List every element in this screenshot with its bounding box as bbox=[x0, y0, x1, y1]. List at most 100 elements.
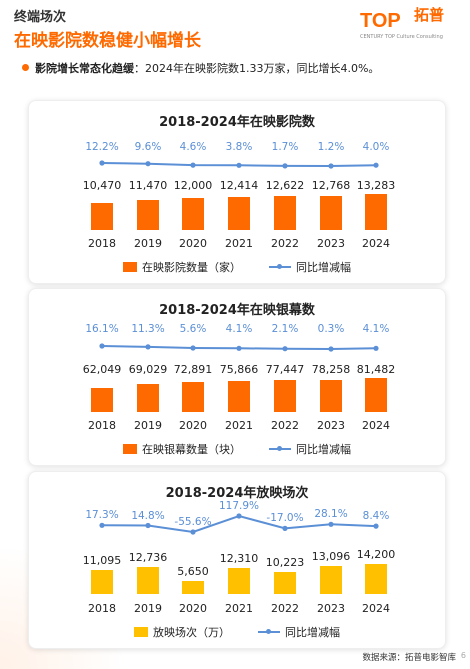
value-label: 10,470 bbox=[82, 179, 122, 192]
x-tick-label: 2022 bbox=[271, 237, 299, 250]
data-source: 数据来源：拓普电影智库 bbox=[362, 653, 456, 663]
x-tick-label: 2024 bbox=[362, 237, 390, 250]
growth-point bbox=[236, 162, 242, 168]
x-tick-label: 2024 bbox=[362, 602, 390, 615]
growth-label: 2.1% bbox=[271, 323, 299, 335]
growth-point bbox=[373, 523, 379, 529]
bar bbox=[365, 194, 387, 230]
growth-point bbox=[236, 345, 242, 351]
x-tick-label: 2020 bbox=[179, 419, 207, 432]
growth-label: 16.1% bbox=[85, 323, 119, 335]
growth-point bbox=[190, 529, 196, 535]
growth-label: 4.0% bbox=[362, 141, 390, 153]
chart-card-screenings: 2018-2024年放映场次 17.3% 11,095 2018 14.8% 12,736… bbox=[28, 471, 446, 649]
bar bbox=[137, 384, 159, 412]
bar bbox=[137, 566, 159, 594]
growth-label: 28.1% bbox=[314, 508, 348, 521]
bar bbox=[182, 198, 204, 230]
growth-point bbox=[99, 522, 105, 528]
x-tick-label: 2018 bbox=[88, 419, 116, 432]
x-tick-label: 2021 bbox=[225, 419, 253, 432]
growth-label: 14.8% bbox=[131, 509, 165, 522]
chart-title: 2018-2024年在映银幕数 bbox=[159, 303, 315, 318]
value-label: 78,258 bbox=[311, 363, 351, 376]
bar bbox=[320, 195, 342, 230]
x-tick-label: 2024 bbox=[362, 419, 390, 432]
legend-bar-label: 在映银幕数量（块） bbox=[142, 443, 241, 456]
value-label: 11,095 bbox=[82, 554, 122, 568]
growth-point bbox=[328, 346, 334, 352]
growth-point bbox=[282, 525, 288, 531]
chart-legend: 在映影院数量（家） 同比增减幅 bbox=[29, 259, 445, 275]
legend-line-swatch bbox=[258, 629, 280, 634]
bar bbox=[274, 380, 296, 412]
value-label: 81,482 bbox=[356, 363, 396, 376]
bar bbox=[182, 382, 204, 412]
growth-label: 1.7% bbox=[271, 141, 299, 153]
x-tick-label: 2023 bbox=[317, 419, 345, 432]
growth-label: 17.3% bbox=[85, 509, 119, 522]
growth-line-chart bbox=[99, 160, 379, 169]
growth-point bbox=[190, 162, 196, 168]
bar bbox=[91, 203, 113, 230]
growth-point bbox=[190, 345, 196, 351]
growth-point bbox=[282, 163, 288, 169]
growth-label: 11.3% bbox=[131, 323, 165, 335]
intro-lead: 影院增长常态化趋缓 bbox=[35, 62, 134, 75]
logo-name: 拓普 bbox=[414, 6, 445, 24]
logo-tagline: CENTURY TOP Culture Consulting bbox=[360, 34, 443, 40]
bar bbox=[91, 570, 113, 594]
growth-point bbox=[328, 163, 334, 169]
x-tick-label: 2021 bbox=[225, 237, 253, 250]
legend-bar-label: 放映场次（万） bbox=[153, 626, 230, 639]
growth-label: 4.1% bbox=[362, 323, 390, 335]
x-tick-label: 2022 bbox=[271, 602, 299, 615]
value-label: 77,447 bbox=[265, 363, 305, 376]
growth-point bbox=[236, 513, 242, 519]
growth-point bbox=[373, 345, 379, 351]
section-subtitle: 终端场次 bbox=[14, 10, 67, 25]
growth-point bbox=[145, 161, 151, 167]
growth-label: 0.3% bbox=[317, 323, 345, 335]
page-title: 在映影院数稳健小幅增长 bbox=[14, 31, 201, 51]
growth-label: -17.0% bbox=[266, 512, 304, 525]
growth-line-chart bbox=[99, 513, 379, 535]
chart-title: 2018-2024年放映场次 bbox=[165, 486, 309, 501]
chart-card-cinemas: 2018-2024年在映影院数 12.2% 10,470 2018 9.6% 11,470… bbox=[28, 100, 446, 284]
growth-point bbox=[99, 343, 105, 349]
x-tick-label: 2023 bbox=[317, 237, 345, 250]
value-label: 13,283 bbox=[356, 179, 396, 192]
growth-label: 5.6% bbox=[179, 323, 207, 335]
value-label: 13,096 bbox=[311, 550, 351, 564]
brand-logo: TOP 拓普 CENTURY TOP Culture Consulting bbox=[360, 8, 456, 44]
x-tick-label: 2023 bbox=[317, 602, 345, 615]
x-tick-label: 2021 bbox=[225, 602, 253, 615]
growth-point bbox=[373, 162, 379, 168]
value-label: 10,223 bbox=[265, 555, 305, 569]
growth-label: 4.1% bbox=[225, 323, 253, 335]
growth-label: 4.6% bbox=[179, 141, 207, 153]
x-tick-label: 2019 bbox=[134, 419, 162, 432]
value-label: 14,200 bbox=[356, 548, 396, 561]
value-label: 12,310 bbox=[219, 551, 259, 565]
x-tick-label: 2019 bbox=[134, 237, 162, 250]
x-tick-label: 2020 bbox=[179, 602, 207, 615]
bar bbox=[365, 564, 387, 594]
value-label: 62,049 bbox=[82, 363, 122, 376]
growth-line-chart bbox=[99, 343, 379, 352]
value-label: 12,768 bbox=[311, 179, 351, 192]
bar bbox=[274, 196, 296, 230]
bar bbox=[137, 199, 159, 230]
bar bbox=[228, 196, 250, 230]
value-label: 12,622 bbox=[265, 179, 305, 192]
growth-label: 3.8% bbox=[225, 141, 253, 153]
value-label: 12,736 bbox=[128, 550, 168, 564]
bar bbox=[91, 388, 113, 412]
legend-line-label: 同比增减幅 bbox=[296, 261, 351, 274]
value-label: 75,866 bbox=[219, 363, 259, 376]
bar bbox=[182, 581, 204, 594]
x-tick-label: 2020 bbox=[179, 237, 207, 250]
legend-bar-swatch bbox=[123, 262, 137, 272]
bar bbox=[228, 567, 250, 594]
growth-point bbox=[145, 522, 151, 529]
